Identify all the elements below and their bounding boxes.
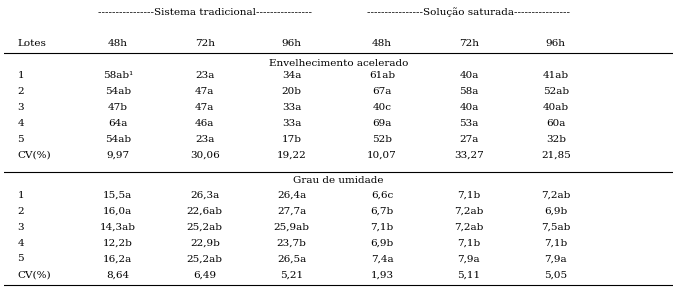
Text: 4: 4 [18,119,24,128]
Text: 33a: 33a [282,103,301,112]
Text: 17b: 17b [282,135,302,144]
Text: 7,1b: 7,1b [457,191,481,200]
Text: 34a: 34a [282,71,301,80]
Text: 5,05: 5,05 [544,271,567,279]
Text: 23,7b: 23,7b [277,239,307,248]
Text: 26,4a: 26,4a [277,191,306,200]
Text: 1,93: 1,93 [370,271,393,279]
Text: 7,1b: 7,1b [370,223,393,232]
Text: 32b: 32b [546,135,566,144]
Text: ----------------Solução saturada----------------: ----------------Solução saturada--------… [368,7,571,17]
Text: 6,49: 6,49 [193,271,217,279]
Text: 7,1b: 7,1b [544,239,567,248]
Text: 64a: 64a [108,119,127,128]
Text: 10,07: 10,07 [367,151,397,160]
Text: 46a: 46a [195,119,215,128]
Text: 27,7a: 27,7a [277,207,306,216]
Text: 25,9ab: 25,9ab [274,223,309,232]
Text: 33a: 33a [282,119,301,128]
Text: 19,22: 19,22 [277,151,307,160]
Text: 53a: 53a [459,119,479,128]
Text: ----------------Sistema tradicional----------------: ----------------Sistema tradicional-----… [97,8,312,17]
Text: 23a: 23a [195,135,215,144]
Text: Lotes: Lotes [18,40,47,48]
Text: 60a: 60a [546,119,565,128]
Text: 20b: 20b [282,87,302,96]
Text: 26,5a: 26,5a [277,255,306,263]
Text: 5: 5 [18,255,24,263]
Text: 67a: 67a [372,87,392,96]
Text: 5,21: 5,21 [280,271,303,279]
Text: 21,85: 21,85 [541,151,571,160]
Text: 5,11: 5,11 [458,271,481,279]
Text: 6,9b: 6,9b [370,239,393,248]
Text: 2: 2 [18,87,24,96]
Text: 72h: 72h [195,40,215,48]
Text: 7,5ab: 7,5ab [541,223,571,232]
Text: 6,6c: 6,6c [371,191,393,200]
Text: 8,64: 8,64 [106,271,129,279]
Text: 7,4a: 7,4a [370,255,393,263]
Text: 47a: 47a [195,87,215,96]
Text: 6,9b: 6,9b [544,207,567,216]
Text: 2: 2 [18,207,24,216]
Text: 22,6ab: 22,6ab [187,207,223,216]
Text: 7,2ab: 7,2ab [454,207,483,216]
Text: 3: 3 [18,103,24,112]
Text: 52b: 52b [372,135,392,144]
Text: 61ab: 61ab [369,71,395,80]
Text: 47a: 47a [195,103,215,112]
Text: 58a: 58a [459,87,479,96]
Text: 48h: 48h [372,40,392,48]
Text: 15,5a: 15,5a [103,191,133,200]
Text: 26,3a: 26,3a [190,191,219,200]
Text: 40a: 40a [459,71,479,80]
Text: 25,2ab: 25,2ab [187,255,223,263]
Text: 47b: 47b [108,103,128,112]
Text: 30,06: 30,06 [190,151,219,160]
Text: 25,2ab: 25,2ab [187,223,223,232]
Text: 6,7b: 6,7b [370,207,393,216]
Text: 54ab: 54ab [105,135,131,144]
Text: 12,2b: 12,2b [103,239,133,248]
Text: 58ab¹: 58ab¹ [103,71,133,80]
Text: 5: 5 [18,135,24,144]
Text: 96h: 96h [282,40,302,48]
Text: 1: 1 [18,71,24,80]
Text: 69a: 69a [372,119,392,128]
Text: CV(%): CV(%) [18,151,51,160]
Text: CV(%): CV(%) [18,271,51,279]
Text: 16,0a: 16,0a [103,207,133,216]
Text: 1: 1 [18,191,24,200]
Text: 52ab: 52ab [543,87,569,96]
Text: 7,2ab: 7,2ab [541,191,571,200]
Text: Grau de umidade: Grau de umidade [293,176,384,186]
Text: 23a: 23a [195,71,215,80]
Text: 7,9a: 7,9a [544,255,567,263]
Text: 96h: 96h [546,40,566,48]
Text: 9,97: 9,97 [106,151,129,160]
Text: 33,27: 33,27 [454,151,484,160]
Text: 41ab: 41ab [543,71,569,80]
Text: 7,9a: 7,9a [458,255,480,263]
Text: 14,3ab: 14,3ab [100,223,136,232]
Text: 40ab: 40ab [543,103,569,112]
Text: 22,9b: 22,9b [190,239,220,248]
Text: 4: 4 [18,239,24,248]
Text: 16,2a: 16,2a [103,255,133,263]
Text: Envelhecimento acelerado: Envelhecimento acelerado [269,59,408,68]
Text: 48h: 48h [108,40,128,48]
Text: 3: 3 [18,223,24,232]
Text: 40c: 40c [372,103,391,112]
Text: 7,2ab: 7,2ab [454,223,483,232]
Text: 27a: 27a [459,135,479,144]
Text: 40a: 40a [459,103,479,112]
Text: 72h: 72h [459,40,479,48]
Text: 54ab: 54ab [105,87,131,96]
Text: 7,1b: 7,1b [457,239,481,248]
